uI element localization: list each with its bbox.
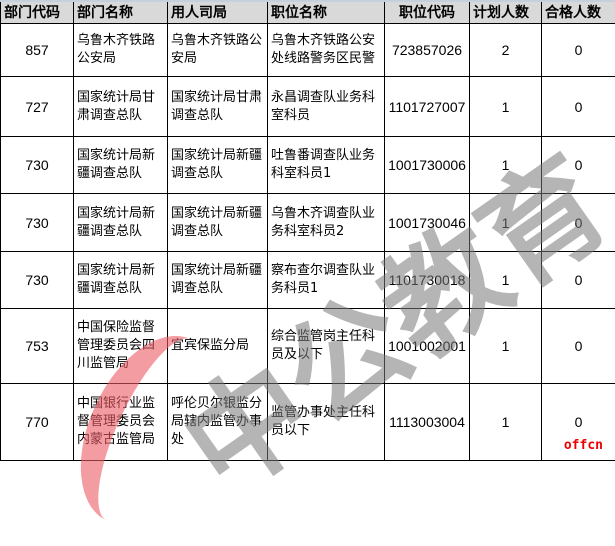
cell-bureau: 乌鲁木齐铁路公安局 xyxy=(168,24,268,77)
header-position: 职位名称 xyxy=(268,1,385,24)
cell-bureau: 宜宾保监分局 xyxy=(168,309,268,384)
cell-pos-code: 1001002001 xyxy=(385,309,470,384)
cell-bureau: 国家统计局新疆调查总队 xyxy=(168,194,268,252)
header-planned: 计划人数 xyxy=(470,1,542,24)
header-dept-name: 部门名称 xyxy=(74,1,168,24)
header-pos-code: 职位代码 xyxy=(385,1,470,24)
cell-planned: 1 xyxy=(470,252,542,309)
cell-qualified: 0 xyxy=(542,194,615,252)
cell-position: 吐鲁番调查队业务科室科员1 xyxy=(268,137,385,194)
header-dept-code: 部门代码 xyxy=(1,1,74,24)
cell-qualified: 0 xyxy=(542,24,615,77)
header-row: 部门代码 部门名称 用人司局 职位名称 职位代码 计划人数 合格人数 xyxy=(1,1,615,24)
cell-bureau: 呼伦贝尔银监分局辖内监管办事处 xyxy=(168,384,268,461)
cell-qualified: 0 xyxy=(542,77,615,137)
cell-pos-code: 723857026 xyxy=(385,24,470,77)
cell-dept-code: 730 xyxy=(1,137,74,194)
cell-dept-code: 753 xyxy=(1,309,74,384)
cell-qualified: 0 xyxy=(542,252,615,309)
cell-position: 乌鲁木齐调查队业务科室科员2 xyxy=(268,194,385,252)
cell-dept-code: 857 xyxy=(1,24,74,77)
cell-bureau: 国家统计局新疆调查总队 xyxy=(168,137,268,194)
cell-qualified: 0 xyxy=(542,137,615,194)
cell-dept-name: 国家统计局新疆调查总队 xyxy=(74,194,168,252)
cell-dept-code: 730 xyxy=(1,252,74,309)
cell-dept-name: 中国银行业监督管理委员会内蒙古监管局 xyxy=(74,384,168,461)
offcn-logo: offcn xyxy=(564,438,603,453)
cell-dept-name: 国家统计局新疆调查总队 xyxy=(74,252,168,309)
header-bureau: 用人司局 xyxy=(168,1,268,24)
cell-position: 综合监管岗主任科员及以下 xyxy=(268,309,385,384)
cell-planned: 1 xyxy=(470,77,542,137)
cell-dept-name: 国家统计局新疆调查总队 xyxy=(74,137,168,194)
cell-dept-code: 730 xyxy=(1,194,74,252)
cell-dept-name: 中国保险监督管理委员会四川监管局 xyxy=(74,309,168,384)
cell-bureau: 国家统计局新疆调查总队 xyxy=(168,252,268,309)
cell-position: 永昌调查队业务科室科员 xyxy=(268,77,385,137)
cell-dept-code: 727 xyxy=(1,77,74,137)
cell-pos-code: 1101730018 xyxy=(385,252,470,309)
cell-qualified: 0 xyxy=(542,309,615,384)
cell-dept-name: 乌鲁木齐铁路公安局 xyxy=(74,24,168,77)
cell-pos-code: 1001730046 xyxy=(385,194,470,252)
header-qualified: 合格人数 xyxy=(542,1,615,24)
cell-bureau: 国家统计局甘肃调查总队 xyxy=(168,77,268,137)
cell-planned: 1 xyxy=(470,137,542,194)
cell-dept-name: 国家统计局甘肃调查总队 xyxy=(74,77,168,137)
cell-pos-code: 1101727007 xyxy=(385,77,470,137)
cell-position: 察布查尔调查队业务科员1 xyxy=(268,252,385,309)
cell-pos-code: 1113003004 xyxy=(385,384,470,461)
cell-pos-code: 1001730006 xyxy=(385,137,470,194)
cell-planned: 1 xyxy=(470,194,542,252)
cell-position: 监管办事处主任科员以下 xyxy=(268,384,385,461)
cell-planned: 1 xyxy=(470,309,542,384)
cell-planned: 1 xyxy=(470,384,542,461)
cell-position: 乌鲁木齐铁路公安处线路警务区民警 xyxy=(268,24,385,77)
cell-planned: 2 xyxy=(470,24,542,77)
cell-dept-code: 770 xyxy=(1,384,74,461)
